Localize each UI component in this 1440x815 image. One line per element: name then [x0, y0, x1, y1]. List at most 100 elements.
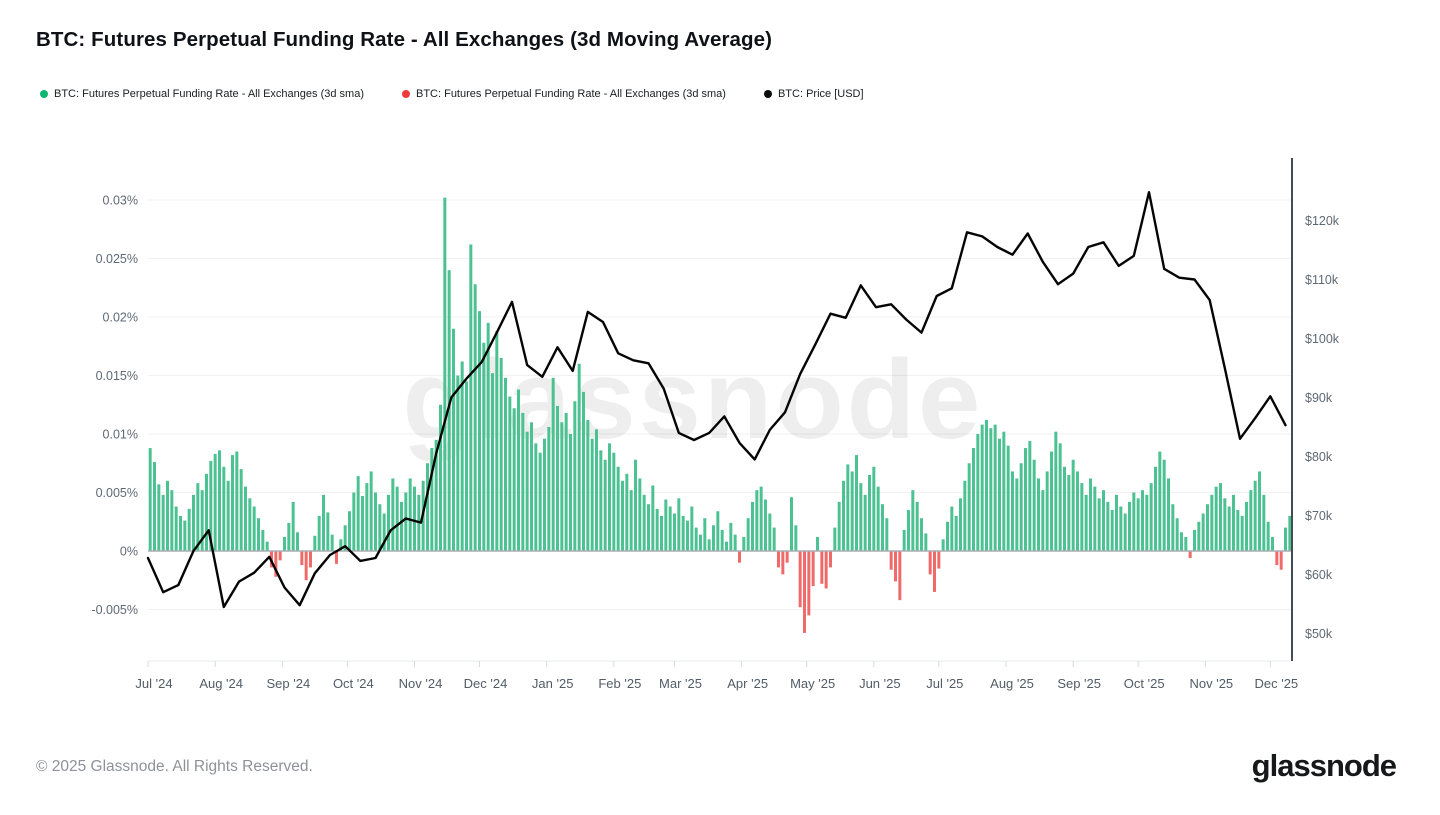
funding-rate-bar[interactable]	[924, 533, 928, 551]
funding-rate-bar[interactable]	[946, 521, 949, 551]
funding-rate-bar[interactable]	[196, 483, 200, 551]
funding-rate-bar[interactable]	[577, 363, 581, 551]
legend-item-price[interactable]: BTC: Price [USD]	[763, 88, 864, 100]
funding-rate-bar[interactable]	[1071, 459, 1075, 551]
funding-rate-bar[interactable]	[148, 448, 152, 551]
funding-rate-bar[interactable]	[473, 284, 477, 551]
funding-rate-bar[interactable]	[560, 422, 564, 551]
funding-rate-bar[interactable]	[205, 473, 208, 551]
funding-rate-bar[interactable]	[478, 311, 481, 551]
funding-rate-bar[interactable]	[963, 480, 967, 551]
funding-rate-bar[interactable]	[933, 551, 936, 592]
funding-rate-bar[interactable]	[872, 466, 876, 551]
funding-rate-bar[interactable]	[569, 434, 572, 551]
funding-rate-bar[interactable]	[434, 439, 438, 551]
funding-rate-bar[interactable]	[382, 513, 386, 551]
funding-rate-bar[interactable]	[573, 401, 577, 551]
funding-rate-bar[interactable]	[235, 451, 239, 551]
funding-rate-bar[interactable]	[937, 551, 941, 569]
funding-rate-bar[interactable]	[1188, 551, 1192, 559]
funding-rate-bar[interactable]	[1110, 510, 1114, 551]
funding-rate-bar[interactable]	[413, 486, 416, 551]
funding-rate-bar[interactable]	[170, 490, 174, 551]
funding-rate-bar[interactable]	[387, 494, 390, 551]
funding-rate-bar[interactable]	[820, 551, 824, 584]
funding-rate-bar[interactable]	[1058, 443, 1062, 551]
funding-rate-bar[interactable]	[1253, 480, 1257, 551]
funding-rate-bar[interactable]	[608, 443, 611, 551]
funding-rate-bar[interactable]	[495, 331, 499, 551]
funding-rate-bar[interactable]	[902, 529, 906, 551]
funding-rate-bar[interactable]	[517, 389, 520, 551]
funding-rate-bar[interactable]	[742, 536, 746, 551]
funding-rate-bar[interactable]	[1102, 490, 1105, 551]
funding-rate-bar[interactable]	[447, 270, 451, 551]
funding-rate-bar[interactable]	[647, 504, 650, 551]
funding-rate-bar[interactable]	[911, 490, 915, 551]
funding-rate-bar[interactable]	[889, 551, 893, 570]
funding-rate-bar[interactable]	[430, 448, 434, 551]
funding-rate-bar[interactable]	[465, 381, 468, 551]
funding-rate-bar[interactable]	[668, 506, 672, 551]
legend-item-funding-positive[interactable]: BTC: Futures Perpetual Funding Rate - Al…	[40, 88, 364, 100]
funding-rate-bar[interactable]	[460, 361, 464, 551]
funding-rate-bar[interactable]	[677, 498, 681, 551]
funding-rate-bar[interactable]	[1128, 501, 1131, 551]
funding-rate-bar[interactable]	[1015, 478, 1019, 551]
funding-rate-bar[interactable]	[1032, 459, 1036, 551]
price-line[interactable]	[146, 190, 1287, 609]
funding-rate-bar[interactable]	[257, 518, 260, 551]
funding-rate-bar[interactable]	[733, 534, 737, 551]
funding-rate-bar[interactable]	[1158, 451, 1162, 551]
funding-rate-bar[interactable]	[1275, 551, 1279, 566]
funding-rate-bar[interactable]	[166, 480, 169, 551]
funding-rate-bar[interactable]	[1167, 478, 1170, 551]
funding-rate-bar[interactable]	[378, 504, 382, 551]
funding-rate-bar[interactable]	[218, 450, 221, 551]
funding-rate-bar[interactable]	[348, 511, 351, 551]
funding-rate-bar[interactable]	[1266, 521, 1270, 551]
funding-rate-bar[interactable]	[920, 518, 923, 551]
funding-rate-bar[interactable]	[811, 551, 815, 587]
funding-rate-bar[interactable]	[1002, 431, 1006, 551]
funding-rate-bar[interactable]	[790, 497, 793, 551]
funding-rate-bar[interactable]	[833, 527, 837, 551]
funding-rate-bar[interactable]	[625, 473, 629, 551]
funding-rate-bar[interactable]	[356, 476, 360, 551]
funding-rate-bar[interactable]	[1045, 471, 1049, 551]
funding-rate-bar[interactable]	[244, 486, 247, 551]
funding-rate-bar[interactable]	[1262, 494, 1266, 551]
funding-rate-bar[interactable]	[1227, 506, 1231, 551]
funding-rate-bar[interactable]	[1279, 551, 1283, 570]
funding-rate-bar[interactable]	[283, 536, 286, 551]
funding-rate-bar[interactable]	[725, 541, 728, 551]
funding-rate-bar[interactable]	[239, 469, 243, 551]
funding-rate-bar[interactable]	[816, 536, 819, 551]
funding-rate-bar[interactable]	[690, 506, 694, 551]
funding-rate-bar[interactable]	[1037, 478, 1040, 551]
funding-rate-bar[interactable]	[703, 518, 707, 551]
funding-rate-bar[interactable]	[794, 525, 798, 551]
funding-rate-bar[interactable]	[1136, 498, 1140, 551]
funding-rate-bar[interactable]	[1084, 494, 1088, 551]
funding-rate-bar[interactable]	[1106, 501, 1110, 551]
funding-rate-bar[interactable]	[504, 377, 507, 551]
funding-rate-bar[interactable]	[231, 455, 234, 551]
funding-rate-bar[interactable]	[894, 551, 897, 582]
funding-rate-bar[interactable]	[781, 551, 785, 575]
funding-rate-bar[interactable]	[556, 405, 559, 551]
funding-rate-bar[interactable]	[1184, 536, 1188, 551]
funding-rate-bar[interactable]	[1206, 504, 1209, 551]
funding-rate-bar[interactable]	[681, 515, 685, 551]
funding-rate-bar[interactable]	[603, 459, 607, 551]
funding-rate-bar[interactable]	[248, 498, 252, 551]
funding-rate-bar[interactable]	[1236, 510, 1240, 551]
funding-rate-bar[interactable]	[768, 513, 772, 551]
funding-rate-bar[interactable]	[456, 375, 460, 552]
funding-rate-bar[interactable]	[278, 551, 282, 561]
funding-rate-bar[interactable]	[426, 463, 429, 551]
funding-rate-bar[interactable]	[213, 453, 217, 551]
funding-rate-bar[interactable]	[564, 412, 568, 551]
funding-rate-bar[interactable]	[547, 426, 551, 551]
funding-rate-bar[interactable]	[907, 510, 910, 551]
